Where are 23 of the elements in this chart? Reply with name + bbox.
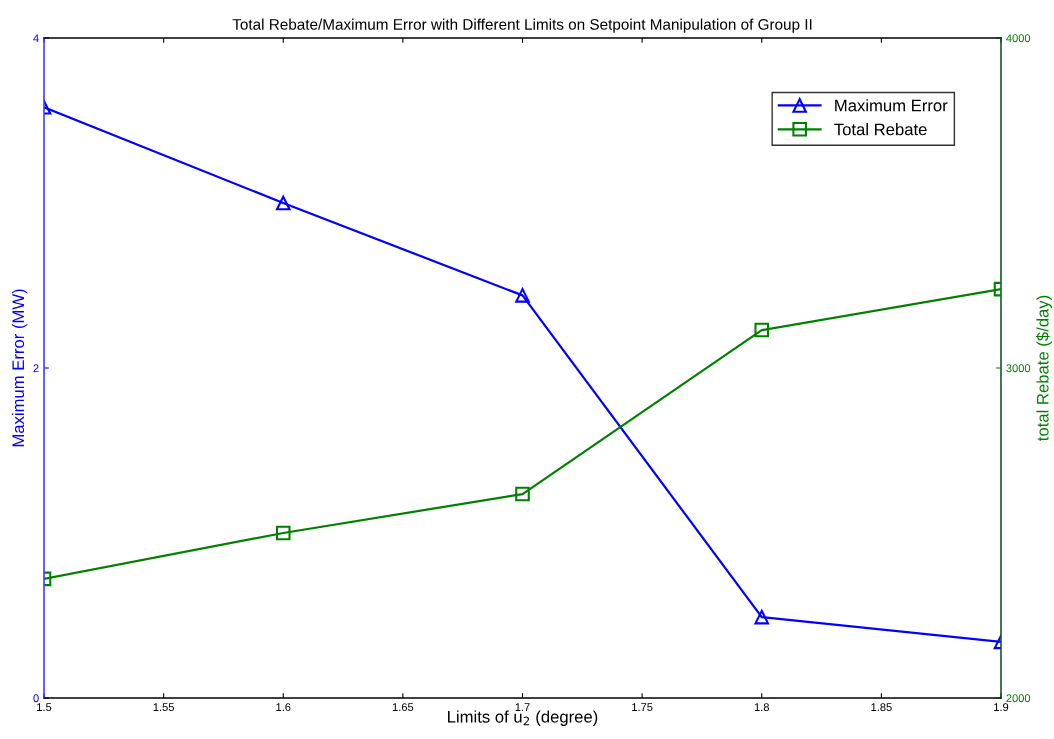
x-tick-label: 1.9: [994, 703, 1009, 712]
x-tick-label: 1.5: [37, 703, 52, 712]
chart-title: Total Rebate/Maximum Error with Different Limits on Setpoint Manipulation of Group II: [232, 18, 812, 33]
point: [515, 486, 530, 502]
legend-label: Maximum Error: [835, 99, 948, 112]
y-tick-label: 2: [33, 364, 39, 373]
y2-tick-label: 2000: [1006, 694, 1031, 703]
y-tick-label: 0: [33, 694, 39, 703]
y-tick-label: 4: [33, 34, 39, 43]
y2-tick-label: 4000: [1006, 34, 1031, 43]
x-tick-label: 1.55: [153, 703, 174, 712]
x-tick-label: 1.6: [276, 703, 291, 712]
y-axis-title: Maximum Error (MW): [11, 289, 28, 447]
y2-tick-label: 3000: [1006, 364, 1031, 373]
point: [515, 288, 530, 303]
x-tick-label: 1.7: [515, 703, 530, 711]
x-tick-label: 1.75: [632, 703, 653, 712]
x-tick-label: 1.8: [754, 703, 769, 712]
x-tick-label: 1.85: [871, 703, 892, 712]
legend-label: Total Rebate: [834, 123, 927, 136]
y2-axis-title: total Rebate ($/day): [1036, 295, 1052, 441]
x-axis-title: Limits of u$_{2}$ (degree): [448, 710, 598, 726]
x-tick-label: 1.65: [392, 703, 414, 712]
